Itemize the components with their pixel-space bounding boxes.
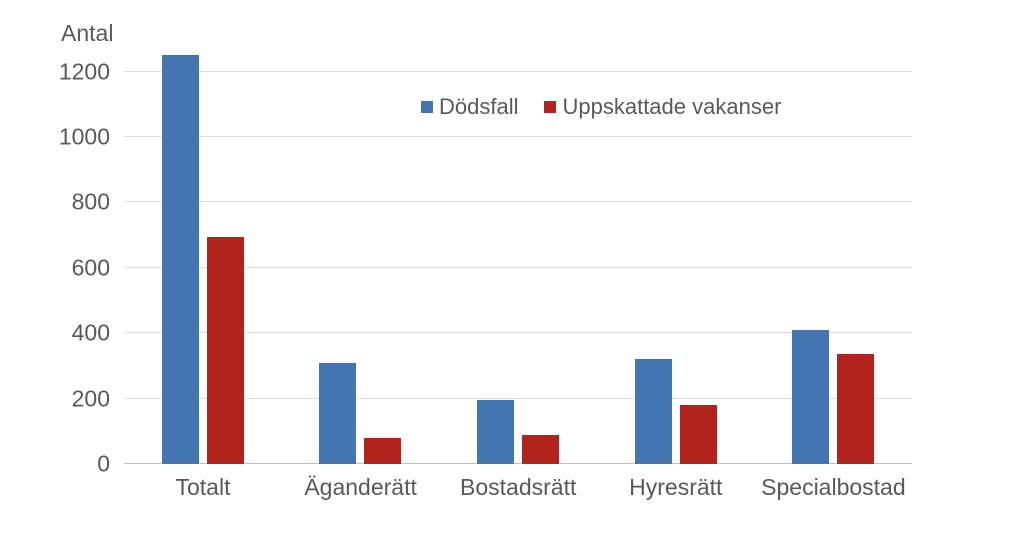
bar-dödsfall-äganderätt <box>319 362 357 464</box>
y-tick-label-200: 200 <box>71 385 110 412</box>
gridline-y-800 <box>124 201 912 203</box>
legend-swatch-icon <box>421 101 433 113</box>
plot-area <box>124 40 912 464</box>
x-category-label-totalt: Totalt <box>175 474 231 500</box>
y-tick-label-600: 600 <box>71 254 110 281</box>
bar-uppskattade-vakanser-bostadsrätt <box>522 434 559 464</box>
x-category-label-specialbostad: Specialbostad <box>761 474 906 500</box>
legend-label: Uppskattade vakanser <box>562 94 782 119</box>
gridline-y-200 <box>124 397 912 399</box>
bar-uppskattade-vakanser-totalt <box>206 236 244 464</box>
x-category-label-äganderätt: Äganderätt <box>304 474 417 500</box>
gridline-y-400 <box>124 332 912 334</box>
gridline-y-1000 <box>124 135 912 137</box>
y-tick-label-800: 800 <box>71 188 110 215</box>
y-tick-label-0: 0 <box>97 450 110 477</box>
y-tick-label-1000: 1000 <box>58 123 110 150</box>
legend-label: Dödsfall <box>439 94 519 119</box>
gridline-y-1200 <box>124 70 912 72</box>
gridline-y-0 <box>124 463 912 464</box>
bar-uppskattade-vakanser-specialbostad <box>837 354 875 464</box>
legend-swatch-icon <box>544 101 557 113</box>
bar-dödsfall-hyresrätt <box>634 359 672 464</box>
y-tick-label-1200: 1200 <box>58 58 110 84</box>
legend: Dödsfall Uppskattade vakanser <box>421 94 781 120</box>
bar-uppskattade-vakanser-hyresrätt <box>679 405 717 464</box>
x-category-label-bostadsrätt: Bostadsrätt <box>460 474 577 500</box>
legend-item-uppskattade-vakanser: Uppskattade vakanser <box>544 94 781 120</box>
bar-dödsfall-specialbostad <box>792 329 830 464</box>
legend-item-dödsfall: Dödsfall <box>421 94 518 120</box>
bar-uppskattade-vakanser-äganderätt <box>364 437 402 464</box>
y-axis-title: Antal <box>61 20 114 46</box>
gridline-y-600 <box>124 266 912 268</box>
bar-dödsfall-totalt <box>161 55 199 464</box>
bar-dödsfall-bostadsrätt <box>477 400 514 464</box>
y-tick-label-400: 400 <box>71 319 110 346</box>
x-category-label-hyresrätt: Hyresrätt <box>629 474 723 500</box>
